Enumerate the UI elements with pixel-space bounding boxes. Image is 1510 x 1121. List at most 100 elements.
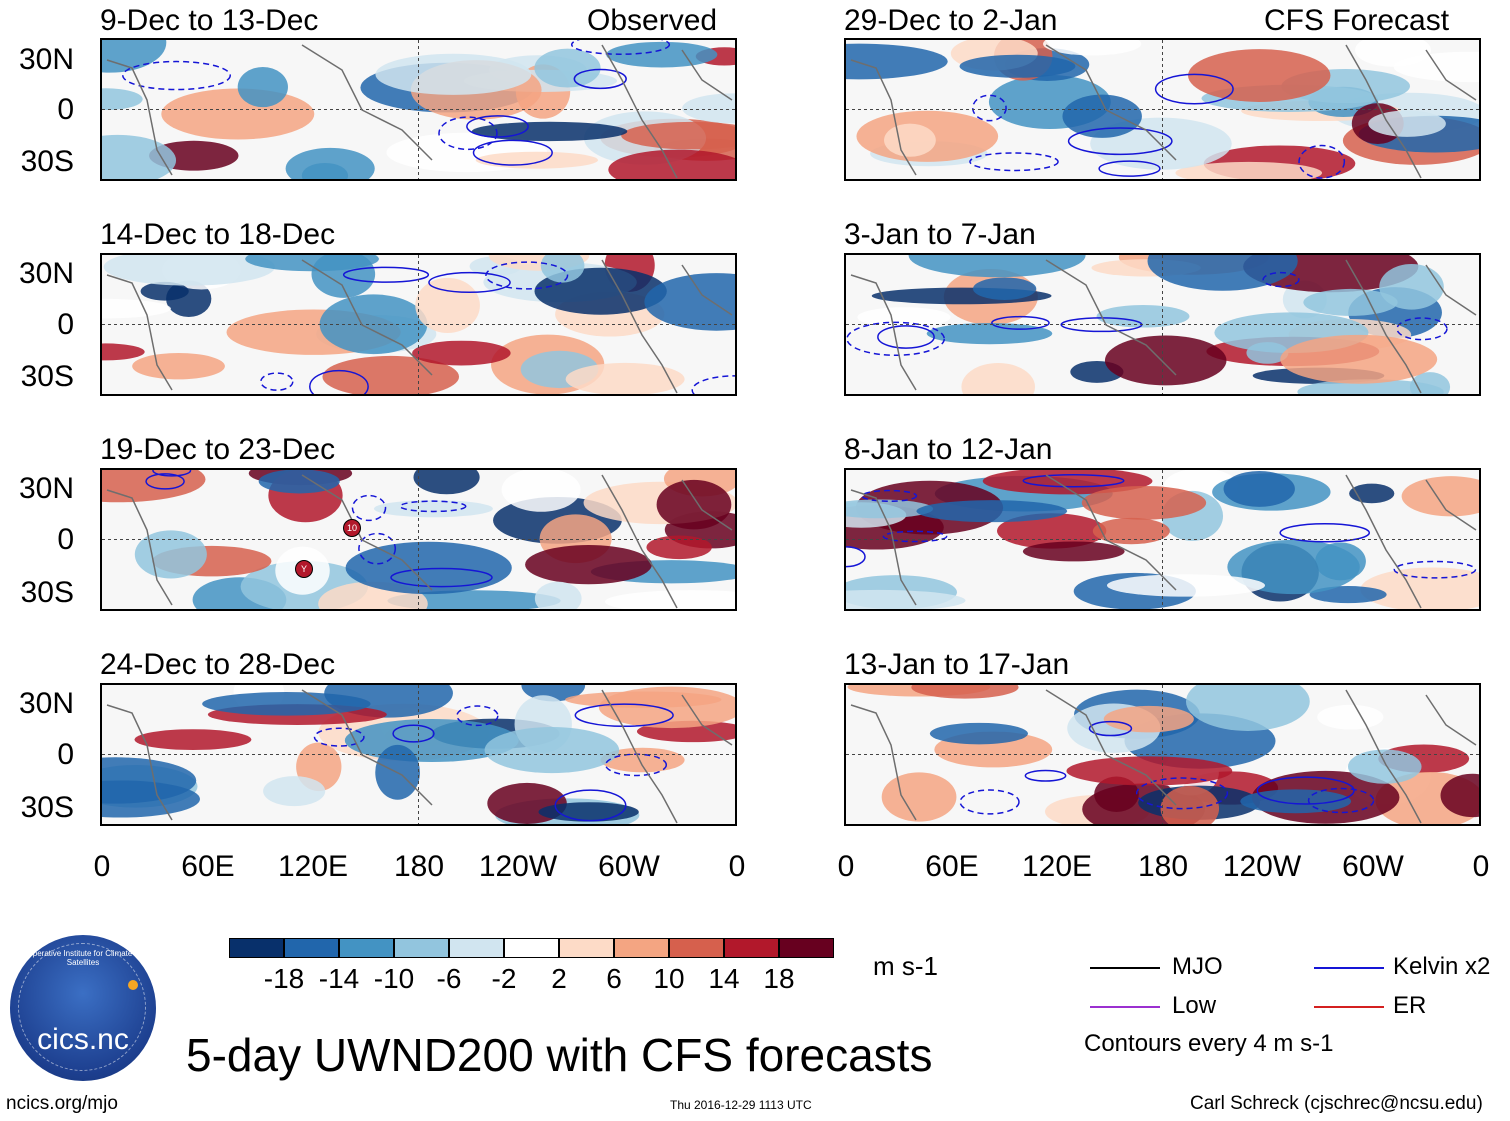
anomaly-blob xyxy=(1160,786,1220,824)
anomaly-blob xyxy=(1188,49,1331,102)
colorbar-box xyxy=(559,938,614,958)
kelvin-contour xyxy=(691,375,735,394)
kelvin-contour xyxy=(1154,73,1234,105)
colorbar-label: 10 xyxy=(653,963,685,994)
anomaly-blob xyxy=(102,343,145,361)
lat-label-30n: 30N xyxy=(18,257,74,290)
footer-timestamp: Thu 2016-12-29 1113 UTC xyxy=(670,1098,812,1112)
anomaly-blob xyxy=(534,581,582,609)
anomaly-blob xyxy=(1092,517,1170,545)
anomaly-blob xyxy=(908,255,1086,278)
kelvin-contour xyxy=(1279,522,1371,543)
anomaly-blob xyxy=(600,747,685,773)
anomaly-blob xyxy=(1349,483,1395,504)
anomaly-blob xyxy=(475,151,599,169)
anomaly-blob xyxy=(102,470,206,503)
colorbar-label: -2 xyxy=(491,963,517,994)
kelvin-contour xyxy=(861,489,918,503)
legend-line-er xyxy=(1314,1006,1384,1008)
observed-panel-2-title: 14-Dec to 18-Dec xyxy=(100,218,336,251)
map-forecast-4 xyxy=(844,683,1481,826)
kelvin-contour xyxy=(392,724,435,743)
colorbar-label: -18 xyxy=(263,963,305,994)
forecast-panel-1-title: 29-Dec to 2-Jan xyxy=(844,4,1058,37)
anomaly-blob xyxy=(322,355,460,394)
anomaly-blob xyxy=(1440,773,1479,818)
colorbar-label: -14 xyxy=(318,963,360,994)
kelvin-contour xyxy=(456,705,499,727)
anomaly-blob xyxy=(1401,476,1479,517)
colorbar-box xyxy=(669,938,724,958)
coastline xyxy=(106,259,733,394)
colorbar-label: 2 xyxy=(551,963,567,994)
legend-line-mjo xyxy=(1090,967,1160,969)
kelvin-contour xyxy=(438,116,498,151)
anomaly-blob xyxy=(1317,704,1384,730)
lon-label-120e: 120E xyxy=(1021,850,1093,883)
footer-credit: Carl Schreck (cjschrec@ncsu.edu) xyxy=(1190,1093,1483,1114)
kelvin-contour xyxy=(313,727,365,747)
lon-label-0: 0 xyxy=(1472,850,1490,883)
lon-label-120w: 120W xyxy=(1222,850,1302,883)
anomaly-blob xyxy=(134,729,252,751)
storm-marker-y: Y xyxy=(295,560,313,578)
lon-label-60e: 60E xyxy=(181,850,235,883)
anomaly-blob xyxy=(846,499,934,519)
colorbar-box xyxy=(724,938,779,958)
anomaly-blob xyxy=(134,530,207,579)
legend-label-er: ER xyxy=(1393,992,1427,1019)
anomaly-blob xyxy=(373,500,493,518)
anomaly-blob xyxy=(881,772,957,822)
lon-label-60w: 60W xyxy=(598,850,660,883)
anomaly-blob xyxy=(565,362,685,394)
anomaly-blob xyxy=(525,544,652,585)
anomaly-blob xyxy=(161,88,315,140)
kelvin-contour xyxy=(1396,317,1448,341)
lon-label-180: 180 xyxy=(393,850,445,883)
anomaly-blob xyxy=(103,255,275,286)
anomaly-blob xyxy=(538,802,639,822)
kelvin-contour xyxy=(309,369,369,394)
footer-url: ncics.org/mjo xyxy=(6,1093,118,1114)
forecast-header: CFS Forecast xyxy=(1264,4,1450,37)
anomaly-blob xyxy=(961,362,1036,394)
colorbar-units: m s-1 xyxy=(873,951,938,981)
coastline xyxy=(106,689,733,824)
anomaly-blob xyxy=(846,43,948,80)
anomaly-blob xyxy=(1360,567,1479,609)
anomaly-blob xyxy=(102,298,171,319)
anomaly-blob xyxy=(1043,40,1142,56)
colorbar-label: -10 xyxy=(373,963,415,994)
anomaly-blob xyxy=(1223,470,1295,507)
anomaly-blob xyxy=(501,470,581,512)
legend-label-low: Low xyxy=(1172,992,1217,1019)
colorbar-box xyxy=(394,938,449,958)
anomaly-blob xyxy=(263,776,326,807)
cics-logo: Cooperative Institute for Climate and Sa… xyxy=(10,935,156,1081)
anomaly-blob xyxy=(646,535,712,560)
colorbar-label: 14 xyxy=(708,963,740,994)
kelvin-contour xyxy=(1135,777,1229,810)
map-observed-1 xyxy=(100,38,737,181)
anomaly-blob xyxy=(132,352,225,380)
anomaly-blob xyxy=(1104,335,1227,386)
observed-header: Observed xyxy=(587,4,718,37)
lat-label-0: 0 xyxy=(57,523,74,556)
forecast-panel-3-title: 8-Jan to 12-Jan xyxy=(844,433,1053,466)
kelvin-contour xyxy=(342,266,430,283)
kelvin-contour xyxy=(1262,271,1300,288)
anomaly-blob xyxy=(1303,288,1398,316)
kelvin-contour xyxy=(570,40,671,55)
anomaly-blob xyxy=(413,470,480,495)
kelvin-contour xyxy=(882,530,948,543)
anomaly-blob xyxy=(1175,161,1323,179)
coastline xyxy=(850,689,1477,824)
anomaly-blob xyxy=(1280,334,1438,384)
observed-panel-3-title: 19-Dec to 23-Dec xyxy=(100,433,336,466)
legend-line-low xyxy=(1090,1006,1160,1008)
anomaly-blob xyxy=(1103,705,1194,733)
kelvin-contour xyxy=(152,470,192,477)
kelvin-contour xyxy=(991,315,1050,330)
anomaly-blob xyxy=(1297,379,1444,394)
kelvin-contour xyxy=(969,152,1059,172)
